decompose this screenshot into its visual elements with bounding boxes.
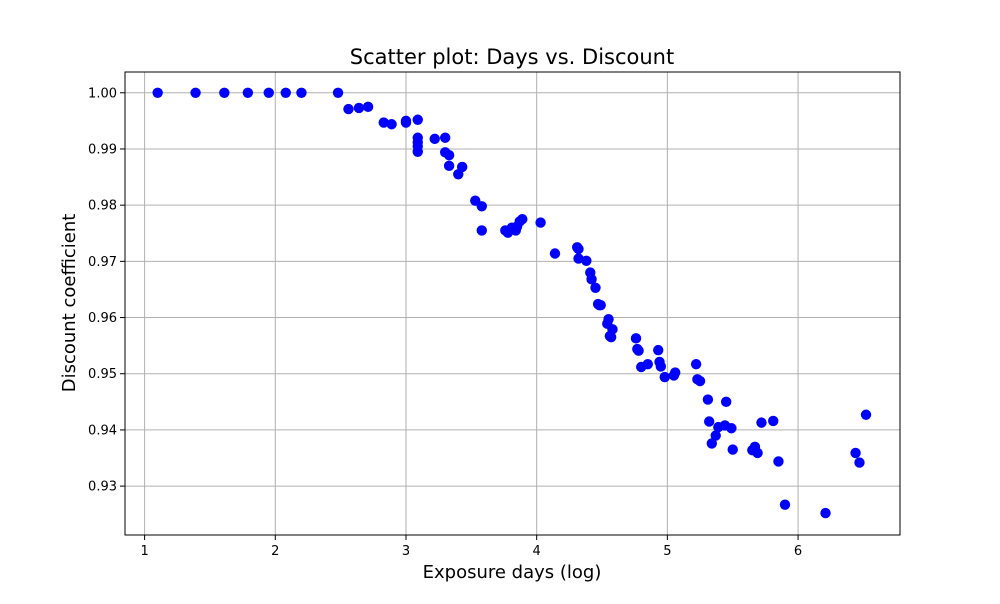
data-point [773,456,784,467]
data-point [296,87,307,98]
x-tick-label: 3 [402,544,410,559]
data-point [190,87,201,98]
data-point [362,101,374,113]
data-point [605,332,617,343]
data-point [854,457,865,468]
plot-area [124,71,901,536]
data-point [343,103,354,115]
data-point [630,333,642,344]
data-point [595,299,606,311]
x-tick-label: 5 [663,544,671,559]
data-point [386,119,397,130]
x-tick-label: 2 [271,544,279,559]
data-point [549,248,561,259]
data-point [752,447,763,459]
x-axis-label: Exposure days (log) [423,562,602,583]
data-point [439,132,451,143]
data-point [152,87,163,98]
y-tick-label: 0.97 [88,255,117,270]
data-point [706,438,718,449]
data-point [756,417,767,428]
grid [125,72,900,535]
data-point [702,394,714,405]
data-point [412,114,423,125]
data-point [703,416,715,427]
data-point [603,314,614,325]
chart-title: Scatter plot: Days vs. Discount [350,45,674,69]
data-point [710,430,721,441]
data-point [779,499,791,510]
data-point [280,87,291,98]
y-axis-label: Discount coefficient [59,214,80,393]
data-point [242,87,254,98]
data-point [443,149,455,161]
data-point [768,415,779,427]
data-point [353,102,365,114]
data-point [573,243,584,255]
data-point [607,324,618,335]
data-point [378,117,389,128]
data-point [219,87,230,98]
data-point [590,282,601,293]
data-point [586,274,597,285]
y-tick-label: 0.94 [88,423,117,438]
data-point [655,361,667,372]
data-point [860,409,872,420]
data-point [573,253,584,264]
data-point [263,87,274,98]
data-point [456,161,468,173]
data-point [670,367,681,378]
data-point [476,225,487,236]
x-tick-label: 4 [533,544,541,559]
data-point [476,201,487,212]
x-tick-label: 6 [794,544,802,559]
data-point [400,115,412,127]
y-tick-label: 0.95 [88,367,117,382]
y-tick-label: 1.00 [88,86,117,101]
x-axis-ticks: 1 2 3 4 5 6 [140,535,802,559]
data-point [820,507,831,519]
data-point [642,358,653,370]
data-point [720,396,732,408]
data-point [332,87,344,98]
data-point [429,133,440,145]
x-tick-label: 1 [140,544,148,559]
data-point [690,358,702,370]
data-point [659,371,670,383]
data-point [726,423,737,434]
y-tick-label: 0.99 [88,142,117,157]
data-point [412,146,423,157]
y-tick-label: 0.98 [88,199,117,214]
data-point [727,444,738,455]
data-point [850,447,861,459]
data-point [653,344,664,356]
y-tick-label: 0.93 [88,480,117,495]
data-point [633,345,644,356]
y-tick-label: 0.96 [88,311,117,326]
data-points [152,87,872,519]
data-point [581,255,592,266]
data-point [517,214,528,225]
data-point [535,217,546,228]
data-point [694,375,706,387]
data-point [443,160,455,172]
y-axis-ticks: 0.93 0.94 0.95 0.96 0.97 0.98 0.99 1.00 [88,86,125,495]
